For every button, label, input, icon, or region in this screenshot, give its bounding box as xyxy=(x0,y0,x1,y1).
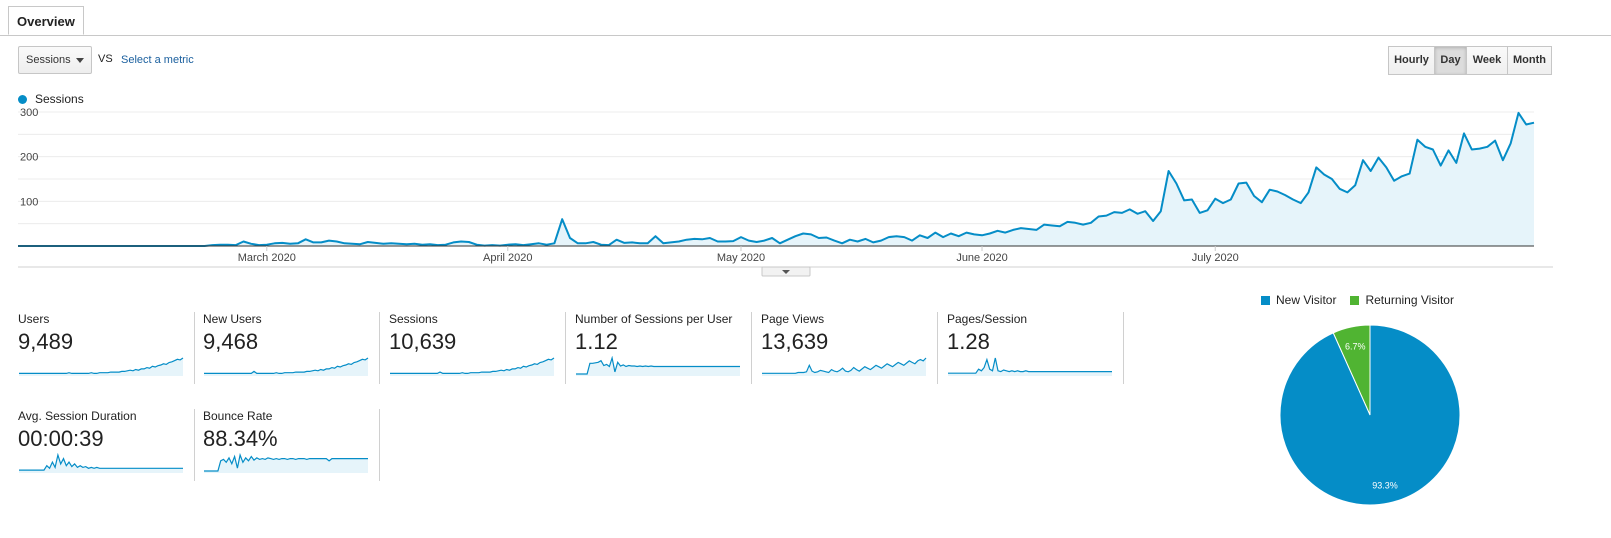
sparkline-area xyxy=(19,358,183,376)
pie-slice-label: 6.7% xyxy=(1345,341,1366,351)
select-metric-link[interactable]: Select a metric xyxy=(121,54,194,66)
scorecard-pages-per-session[interactable]: Pages/Session 1.28 xyxy=(947,312,1124,384)
series-line-sessions xyxy=(18,111,1535,247)
chevron-down-icon xyxy=(76,58,84,63)
y-tick-label: 200 xyxy=(20,152,38,164)
sparkline xyxy=(19,453,183,473)
series-area xyxy=(18,112,1534,247)
sparkline-line xyxy=(762,357,927,374)
scorecard-value: 1.12 xyxy=(575,329,618,354)
scorecard-avg-session-duration[interactable]: Avg. Session Duration 00:00:39 xyxy=(18,409,195,481)
vs-label: VS xyxy=(98,53,113,65)
scorecard-value: 10,639 xyxy=(389,329,457,354)
day-button[interactable]: Day xyxy=(1434,46,1467,75)
chart-legend: Sessions xyxy=(18,92,84,106)
scorecard-label: Pages/Session xyxy=(947,312,1028,326)
sparkline xyxy=(204,357,369,376)
scorecard-bounce-rate[interactable]: Bounce Rate 88.34% xyxy=(203,409,380,481)
legend-swatch xyxy=(1350,296,1360,305)
sparkline-area xyxy=(390,358,554,376)
tab-bar: Overview xyxy=(0,0,1611,36)
legend-label: Returning Visitor xyxy=(1365,293,1454,307)
sparkline-area xyxy=(948,358,1112,376)
legend-item-returning-visitor[interactable]: Returning Visitor xyxy=(1350,293,1454,307)
legend-swatch xyxy=(18,95,27,104)
legend-label: New Visitor xyxy=(1276,293,1337,307)
scorecard-label: New Users xyxy=(203,312,262,326)
week-button[interactable]: Week xyxy=(1466,46,1508,75)
x-tick-label: May 2020 xyxy=(717,252,765,264)
x-tick-label: March 2020 xyxy=(238,252,296,264)
scorecard-sessions-per-user[interactable]: Number of Sessions per User 1.12 xyxy=(575,312,752,384)
y-tick-label: 300 xyxy=(20,107,38,119)
scorecard-new-users[interactable]: New Users 9,468 xyxy=(203,312,380,384)
x-tick-label: April 2020 xyxy=(483,252,533,264)
tab-overview[interactable]: Overview xyxy=(8,6,84,35)
sparkline-line xyxy=(576,356,740,375)
sparkline xyxy=(204,453,368,473)
sparkline-area xyxy=(762,358,926,376)
scorecard-value: 13,639 xyxy=(761,329,829,354)
month-button[interactable]: Month xyxy=(1507,46,1552,75)
scorecard-label: Users xyxy=(18,312,50,326)
scorecard-label: Page Views xyxy=(761,312,825,326)
metric-dropdown[interactable]: Sessions xyxy=(18,46,92,74)
visitor-pie-chart: 6.7% 93.3% xyxy=(1279,324,1461,506)
scorecard-label: Avg. Session Duration xyxy=(18,409,137,423)
y-tick-label: 100 xyxy=(20,196,38,208)
sparkline xyxy=(948,357,1112,376)
sparkline-line xyxy=(204,453,368,472)
scorecard-sessions[interactable]: Sessions 10,639 xyxy=(389,312,566,384)
legend-swatch xyxy=(1261,296,1270,305)
pie-slice-label: 93.3% xyxy=(1372,480,1398,490)
sparkline xyxy=(762,357,927,376)
sparkline xyxy=(19,357,184,376)
sparkline xyxy=(390,357,555,376)
collapse-handle[interactable] xyxy=(761,266,811,277)
pie-legend: New Visitor Returning Visitor xyxy=(1261,293,1468,307)
scorecard-label: Bounce Rate xyxy=(203,409,273,423)
chevron-down-icon xyxy=(782,270,790,274)
sparkline-line xyxy=(948,357,1112,374)
sparkline-line xyxy=(19,453,183,471)
scorecard-value: 9,468 xyxy=(203,329,259,354)
sparkline xyxy=(576,356,740,376)
scorecard-value: 00:00:39 xyxy=(18,426,104,451)
x-tick-label: June 2020 xyxy=(956,252,1007,264)
scorecard-value: 9,489 xyxy=(18,329,74,354)
sparkline-line xyxy=(390,357,555,374)
sparkline-area xyxy=(204,358,368,376)
x-tick-label: July 2020 xyxy=(1192,252,1239,264)
legend-item-new-visitor[interactable]: New Visitor xyxy=(1261,293,1336,307)
sparkline-line xyxy=(19,357,184,374)
hourly-button[interactable]: Hourly xyxy=(1388,46,1435,75)
legend-label-sessions: Sessions xyxy=(35,92,84,106)
scorecard-label: Number of Sessions per User xyxy=(575,312,733,326)
sparkline-line xyxy=(204,357,369,374)
scorecard-users[interactable]: Users 9,489 xyxy=(18,312,195,384)
scorecard-value: 88.34% xyxy=(203,426,278,451)
scorecard-page-views[interactable]: Page Views 13,639 xyxy=(761,312,938,384)
scorecard-value: 1.28 xyxy=(947,329,990,354)
sessions-line-chart: 100 200 300 March 2020 April 2020 May 2020 Jun… xyxy=(18,107,1553,277)
granularity-toggle: Hourly Day Week Month xyxy=(1388,46,1552,75)
scorecard-label: Sessions xyxy=(389,312,438,326)
metric-dropdown-value: Sessions xyxy=(26,54,71,66)
pie-slice-new-visitor[interactable] xyxy=(1279,324,1461,506)
